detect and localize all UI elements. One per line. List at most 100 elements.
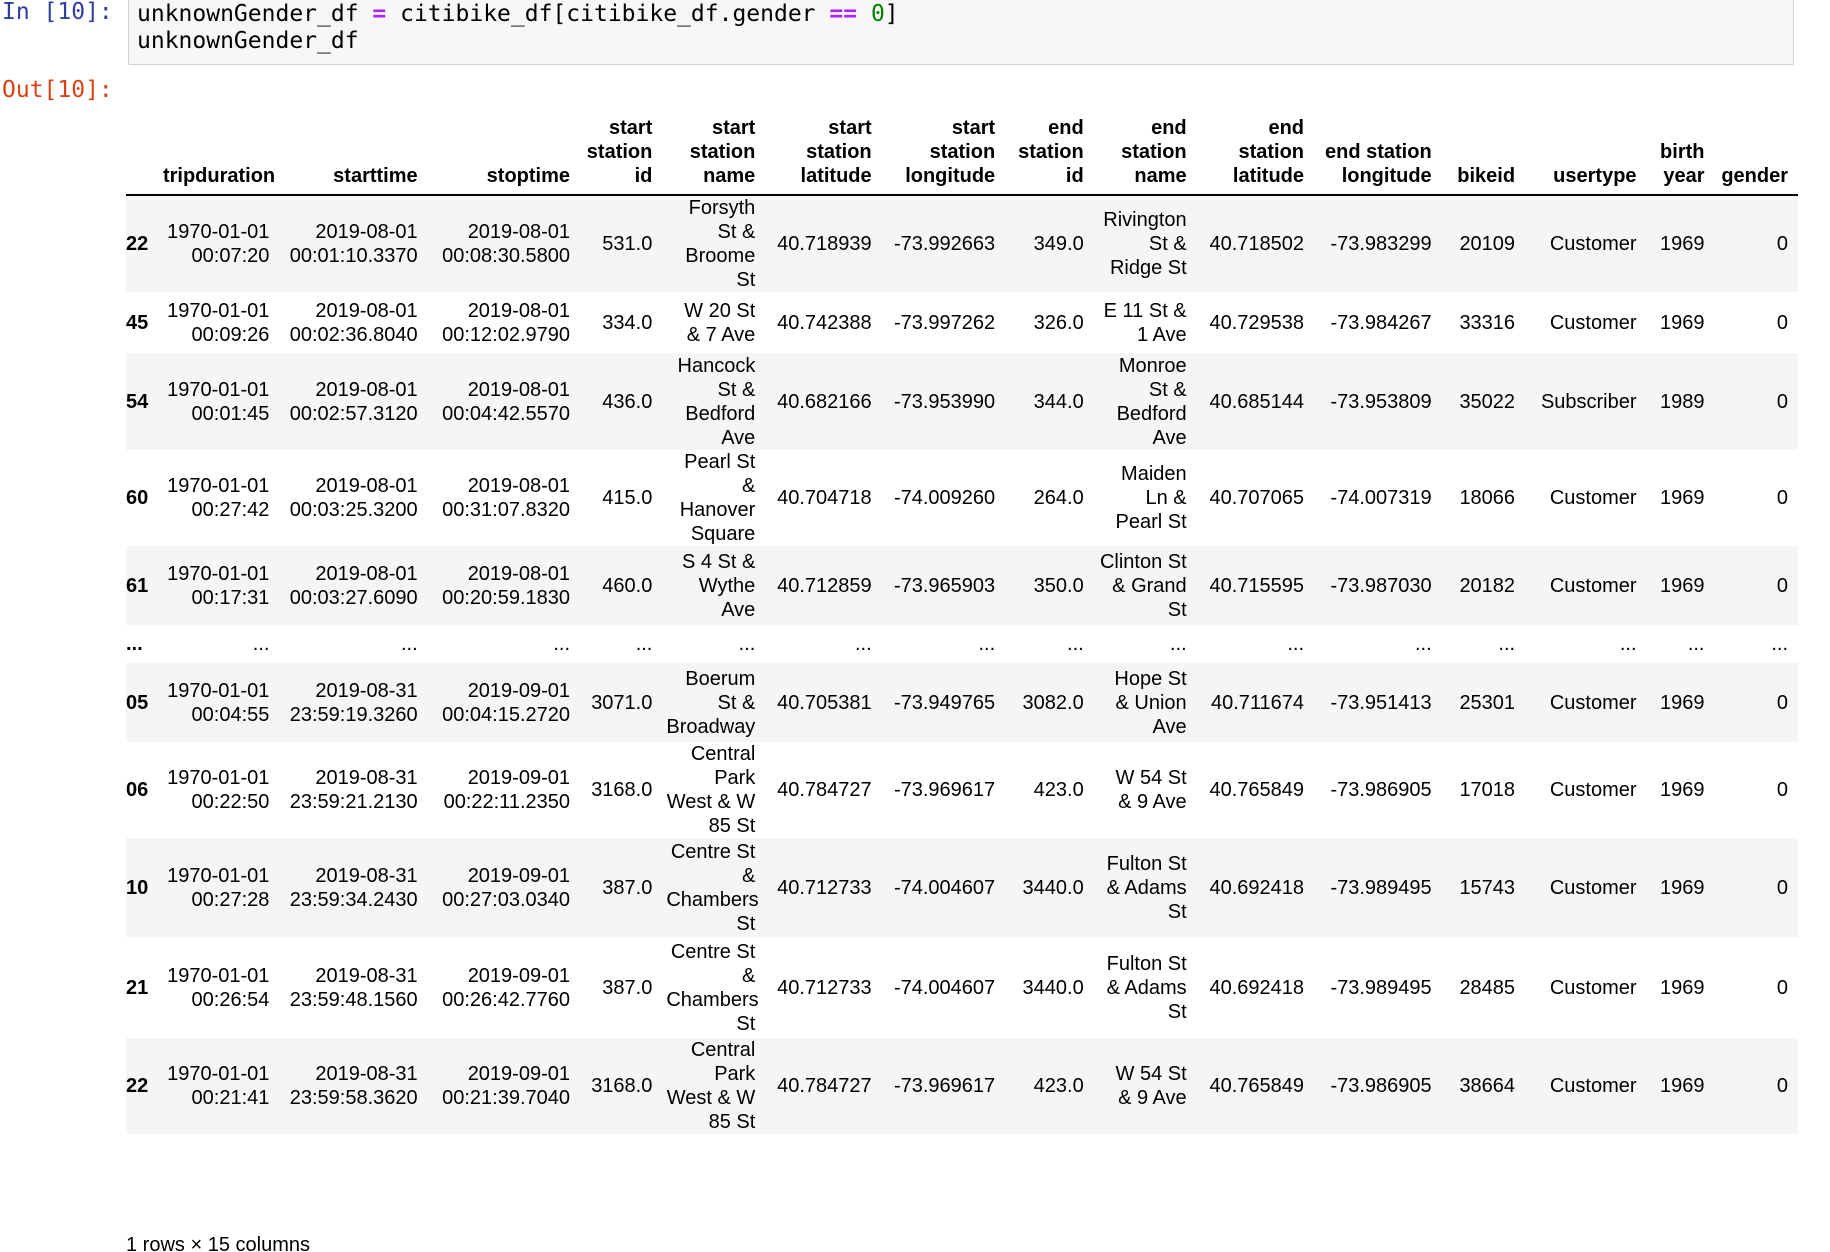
table-cell: W 54 St & 9 Ave xyxy=(1115,767,1187,813)
table-cell: 2019-08-31 23:59:19.3260 xyxy=(289,679,418,726)
table-cell: ... xyxy=(1687,633,1705,655)
row-index: 60 xyxy=(126,487,149,509)
table-cell: ... xyxy=(1287,633,1305,655)
table-row: 60 1970-01-01 00:27:42 2019-08-01 00:03:25… xyxy=(126,450,1798,546)
table-cell: 1970-01-01 00:26:54 xyxy=(167,964,270,1011)
table-row: 06 1970-01-01 00:22:50 2019-08-31 23:59:21… xyxy=(126,742,1798,838)
row-index: 22 xyxy=(126,1075,149,1097)
column-header: usertype xyxy=(1525,100,1647,196)
table-cell: -73.951413 xyxy=(1330,691,1432,714)
table-cell: 0 xyxy=(1776,779,1788,801)
table-cell: 1969 xyxy=(1659,1075,1705,1097)
table-cell: 17018 xyxy=(1459,779,1516,801)
table-cell: Maiden Ln & Pearl St xyxy=(1115,463,1187,533)
table-cell: 436.0 xyxy=(602,390,653,413)
table-cell: 1970-01-01 00:17:31 xyxy=(167,562,270,609)
column-header: starttime xyxy=(279,100,428,196)
table-cell: ... xyxy=(1415,633,1432,655)
table-cell: 18066 xyxy=(1459,487,1516,509)
table-cell: 1969 xyxy=(1659,233,1705,255)
table-cell: 40.718939 xyxy=(777,233,872,255)
table-cell: Boerum St & Broadway xyxy=(666,667,756,738)
table-cell: -73.969617 xyxy=(893,1075,996,1097)
table-cell: 460.0 xyxy=(602,574,653,597)
table-cell: 40.707065 xyxy=(1209,487,1305,509)
table-cell: ... xyxy=(553,633,570,655)
table-cell: 33316 xyxy=(1459,311,1516,334)
table-cell: 415.0 xyxy=(602,487,653,509)
table-cell: 1970-01-01 00:04:55 xyxy=(167,679,270,726)
table-cell: 1970-01-01 00:27:28 xyxy=(167,864,270,911)
table-cell: 0 xyxy=(1776,574,1788,597)
table-cell: -73.953990 xyxy=(893,390,996,413)
table-cell: Clinton St & Grand St xyxy=(1099,550,1187,621)
dataframe-shape-footer: 1 rows × 15 columns xyxy=(126,1234,310,1252)
table-cell: 2019-08-01 00:12:02.9790 xyxy=(442,299,570,346)
row-index: ... xyxy=(126,633,143,655)
table-cell: Hope St & Union Ave xyxy=(1114,667,1187,738)
table-cell: -73.953809 xyxy=(1330,390,1432,413)
table-cell: 2019-08-01 00:03:27.6090 xyxy=(289,562,418,609)
table-cell: 40.711674 xyxy=(1210,691,1305,714)
table-cell: 0 xyxy=(1776,1075,1788,1097)
table-cell: 2019-09-01 00:04:15.2720 xyxy=(442,679,570,726)
table-cell: 2019-09-01 00:22:11.2350 xyxy=(443,767,570,813)
table-cell: 1969 xyxy=(1659,311,1705,334)
table-cell: 40.685144 xyxy=(1209,390,1305,413)
table-cell: Pearl St & Hanover Square xyxy=(679,451,756,545)
table-cell: 387.0 xyxy=(602,976,653,999)
table-cell: 0 xyxy=(1776,487,1788,509)
table-cell: 2019-08-01 00:20:59.1830 xyxy=(442,562,570,609)
row-index: 45 xyxy=(126,311,149,334)
table-cell: Centre St & Chambers St xyxy=(666,940,759,1035)
table-cell: ... xyxy=(1067,633,1084,655)
column-header: stoptime xyxy=(427,100,580,196)
row-index: 22 xyxy=(126,233,149,255)
table-cell: 2019-08-01 00:01:10.3370 xyxy=(289,221,418,267)
table-cell: Customer xyxy=(1549,233,1637,255)
table-cell: 2019-08-31 23:59:58.3620 xyxy=(289,1063,418,1109)
table-row: 45 1970-01-01 00:09:26 2019-08-01 00:02:36… xyxy=(126,292,1798,353)
table-cell: 40.682166 xyxy=(777,390,872,413)
table-cell: 40.692418 xyxy=(1209,876,1305,899)
table-row: ........................................… xyxy=(126,625,1798,663)
table-cell: 387.0 xyxy=(602,876,653,899)
table-cell: 2019-08-01 00:03:25.3200 xyxy=(289,475,418,521)
table-cell: Rivington St & Ridge St xyxy=(1103,209,1187,279)
column-header: start station latitude xyxy=(765,100,882,196)
table-body: 22 1970-01-01 00:07:20 2019-08-01 00:01:10… xyxy=(126,195,1798,1134)
table-cell: 2019-09-01 00:21:39.7040 xyxy=(442,1063,570,1109)
table-row: 05 1970-01-01 00:04:55 2019-08-31 23:59:19… xyxy=(126,663,1798,742)
table-cell: 1969 xyxy=(1659,691,1705,714)
table-cell: 531.0 xyxy=(602,233,653,255)
dataframe-table: tripduration starttime stoptime start stati… xyxy=(126,100,1798,1134)
table-cell: 25301 xyxy=(1459,691,1516,714)
code-token xyxy=(857,1,871,27)
table-cell: Fulton St & Adams St xyxy=(1106,952,1187,1023)
table-cell: 3168.0 xyxy=(591,1075,653,1097)
table-cell: ... xyxy=(1619,633,1637,655)
table-cell: 3168.0 xyxy=(591,779,653,801)
table-cell: 2019-08-31 23:59:21.2130 xyxy=(289,767,418,813)
column-header: end station latitude xyxy=(1196,100,1315,196)
code-token: unknownGender_df xyxy=(137,1,373,27)
output-prompt: Out[10]: xyxy=(2,77,113,103)
table-cell: -73.987030 xyxy=(1330,574,1432,597)
table-cell: -73.997262 xyxy=(893,311,996,334)
table-cell: 1970-01-01 00:01:45 xyxy=(167,378,270,425)
table-cell: Customer xyxy=(1549,1075,1637,1097)
table-cell: 0 xyxy=(1776,233,1788,255)
table-cell: 1970-01-01 00:21:41 xyxy=(167,1063,270,1109)
table-cell: 2019-09-01 00:26:42.7760 xyxy=(442,964,570,1011)
table-row: 21 1970-01-01 00:26:54 2019-08-31 23:59:48… xyxy=(126,937,1798,1038)
row-index: 54 xyxy=(126,390,149,413)
table-cell: 3440.0 xyxy=(1022,976,1084,999)
table-cell: -73.992663 xyxy=(893,233,996,255)
table-cell: 2019-08-31 23:59:34.2430 xyxy=(289,864,418,911)
code-cell-input[interactable]: unknownGender_df = citibike_df[citibike_… xyxy=(128,0,1794,65)
table-cell: 40.718502 xyxy=(1209,233,1305,255)
table-cell: 40.765849 xyxy=(1209,779,1305,801)
table-cell: 40.729538 xyxy=(1209,311,1305,334)
table-cell: Customer xyxy=(1549,779,1637,801)
table-cell: ... xyxy=(1771,633,1788,655)
